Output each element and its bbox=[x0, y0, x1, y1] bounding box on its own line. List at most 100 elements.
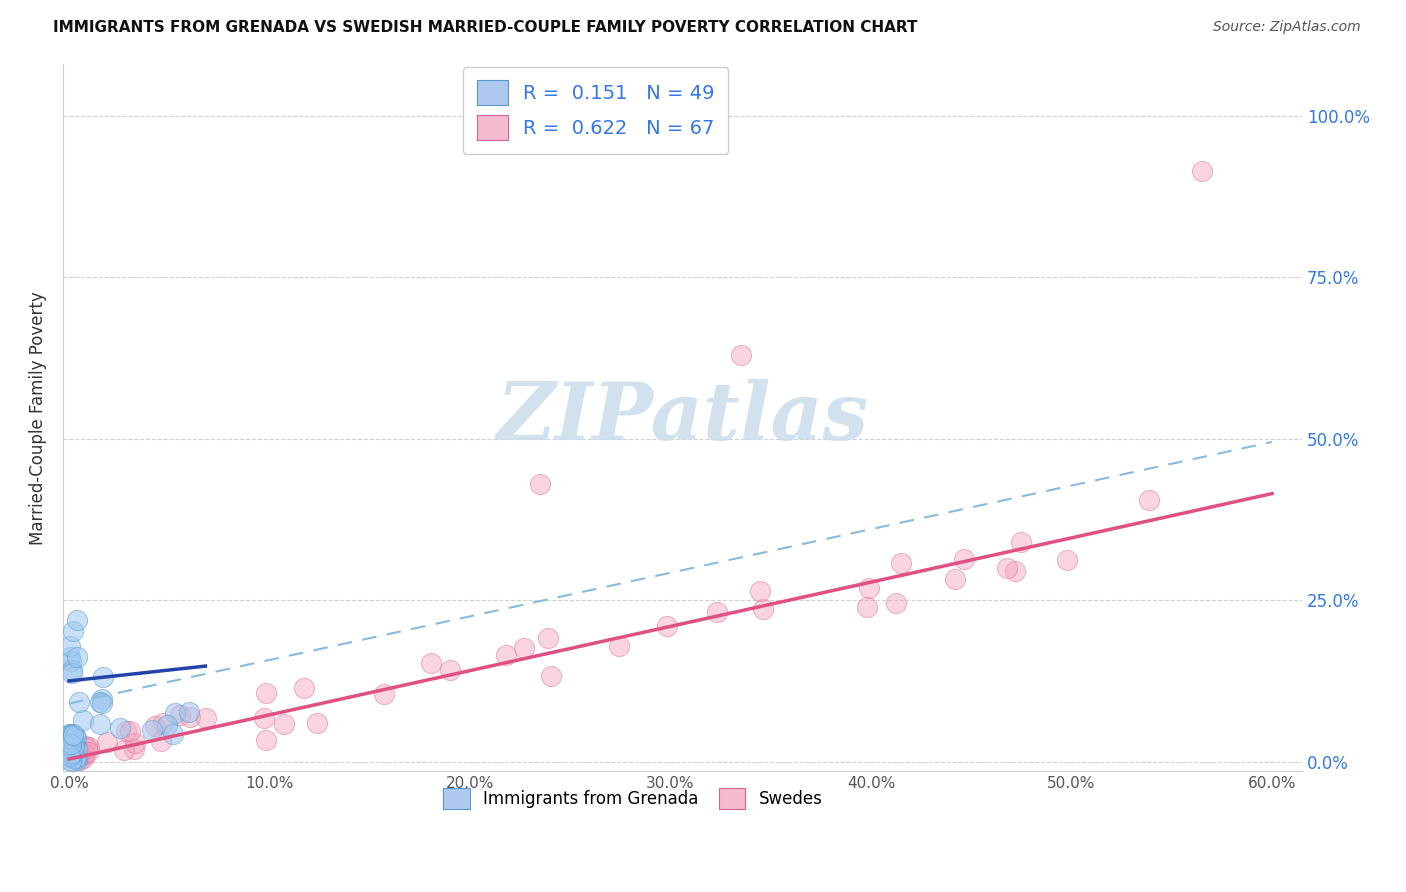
Point bbox=[150, 734, 173, 748]
Point bbox=[120, 724, 142, 739]
Point bbox=[62, 728, 84, 742]
Point bbox=[65, 751, 87, 765]
Point bbox=[66, 613, 89, 627]
Point bbox=[495, 648, 517, 662]
Point bbox=[143, 719, 166, 733]
Point bbox=[607, 639, 630, 653]
Point bbox=[59, 747, 82, 761]
Point bbox=[59, 727, 82, 741]
Point bbox=[66, 742, 89, 756]
Point bbox=[253, 710, 276, 724]
Point bbox=[62, 735, 84, 749]
Point bbox=[162, 727, 184, 741]
Point bbox=[63, 748, 86, 763]
Point bbox=[96, 735, 118, 749]
Point bbox=[89, 695, 111, 709]
Point bbox=[58, 735, 80, 749]
Point bbox=[373, 687, 395, 701]
Point bbox=[60, 738, 83, 752]
Point bbox=[76, 746, 98, 760]
Point bbox=[67, 749, 90, 764]
Point bbox=[1137, 492, 1160, 507]
Point bbox=[884, 597, 907, 611]
Point bbox=[749, 583, 772, 598]
Point bbox=[997, 561, 1019, 575]
Point bbox=[60, 666, 83, 681]
Point bbox=[179, 710, 201, 724]
Point bbox=[1056, 552, 1078, 566]
Point bbox=[706, 605, 728, 619]
Point bbox=[59, 742, 82, 756]
Point bbox=[513, 640, 536, 655]
Point bbox=[66, 649, 89, 664]
Point bbox=[124, 742, 146, 756]
Point bbox=[66, 748, 89, 763]
Point bbox=[58, 750, 80, 764]
Point bbox=[63, 752, 86, 766]
Point bbox=[855, 600, 877, 615]
Point bbox=[72, 713, 94, 727]
Point bbox=[59, 728, 82, 742]
Point bbox=[59, 754, 82, 768]
Point bbox=[420, 656, 443, 670]
Point bbox=[63, 749, 86, 764]
Point bbox=[195, 711, 218, 725]
Point bbox=[90, 696, 112, 710]
Point bbox=[59, 650, 82, 665]
Text: ZIPatlas: ZIPatlas bbox=[496, 379, 869, 457]
Point bbox=[108, 721, 131, 735]
Point bbox=[752, 602, 775, 616]
Text: Source: ZipAtlas.com: Source: ZipAtlas.com bbox=[1213, 20, 1361, 34]
Point bbox=[60, 732, 83, 747]
Point bbox=[953, 552, 976, 566]
Point bbox=[62, 624, 84, 638]
Point bbox=[72, 746, 94, 760]
Point bbox=[76, 741, 98, 756]
Point bbox=[254, 686, 277, 700]
Point bbox=[62, 727, 84, 741]
Point bbox=[89, 717, 111, 731]
Point bbox=[58, 726, 80, 740]
Point bbox=[529, 477, 551, 491]
Point bbox=[163, 706, 186, 720]
Point bbox=[141, 723, 163, 737]
Point bbox=[58, 639, 80, 653]
Point bbox=[72, 751, 94, 765]
Y-axis label: Married-Couple Family Poverty: Married-Couple Family Poverty bbox=[30, 291, 46, 545]
Point bbox=[90, 692, 112, 706]
Point bbox=[1010, 535, 1032, 549]
Point bbox=[77, 739, 100, 754]
Point bbox=[60, 663, 83, 677]
Point bbox=[115, 724, 138, 739]
Point bbox=[67, 747, 90, 761]
Point bbox=[60, 739, 83, 754]
Point bbox=[91, 670, 114, 684]
Point bbox=[67, 746, 90, 760]
Point bbox=[66, 753, 89, 767]
Point bbox=[114, 742, 136, 756]
Point bbox=[65, 731, 87, 746]
Point bbox=[59, 740, 82, 755]
Point bbox=[63, 737, 86, 751]
Point bbox=[69, 695, 91, 709]
Point bbox=[292, 681, 315, 696]
Point bbox=[59, 745, 82, 759]
Legend: Immigrants from Grenada, Swedes: Immigrants from Grenada, Swedes bbox=[437, 781, 830, 816]
Point bbox=[890, 557, 912, 571]
Point bbox=[254, 732, 277, 747]
Point bbox=[169, 707, 191, 722]
Point bbox=[858, 581, 880, 595]
Point bbox=[69, 753, 91, 767]
Point bbox=[73, 739, 96, 754]
Point bbox=[1191, 163, 1213, 178]
Point bbox=[730, 348, 752, 362]
Point bbox=[65, 729, 87, 743]
Point bbox=[62, 746, 84, 760]
Point bbox=[62, 742, 84, 756]
Point bbox=[60, 654, 83, 668]
Point bbox=[1004, 564, 1026, 578]
Point bbox=[66, 751, 89, 765]
Point bbox=[179, 705, 201, 719]
Point bbox=[943, 572, 966, 586]
Point bbox=[307, 715, 329, 730]
